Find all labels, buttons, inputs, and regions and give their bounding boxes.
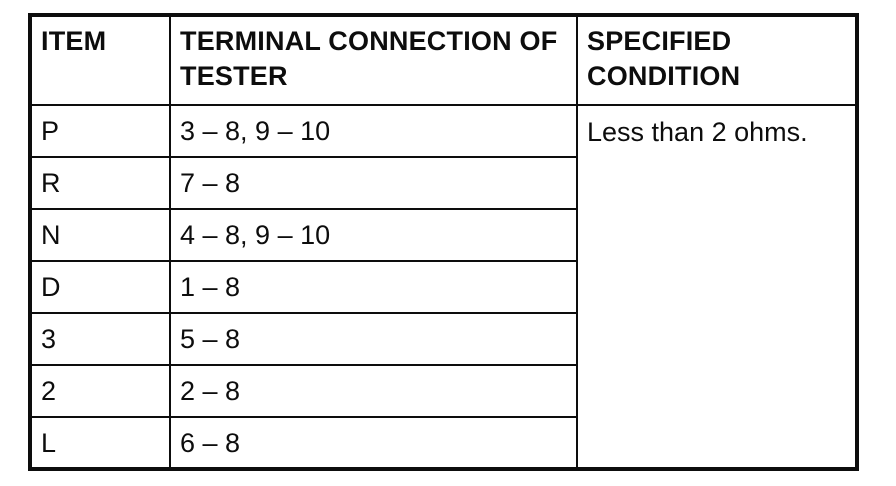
terminal-inspection-table: ITEM TERMINAL CONNECTION OF TESTER SPECI… (28, 13, 859, 471)
connection-cell: 2 – 8 (169, 364, 578, 418)
item-cell: P (29, 104, 171, 158)
item-cell: L (29, 416, 171, 470)
connection-cell: 6 – 8 (169, 416, 578, 470)
header-specified-condition: SPECIFIED CONDITION (576, 14, 858, 106)
connection-cell: 7 – 8 (169, 156, 578, 210)
header-terminal-connection: TERMINAL CONNECTION OF TESTER (169, 14, 578, 106)
table-row: P 3 – 8, 9 – 10 Less than 2 ohms. (29, 104, 858, 470)
item-cell: D (29, 260, 171, 314)
table-body: P 3 – 8, 9 – 10 Less than 2 ohms. R 7 – … (29, 104, 858, 470)
item-cell: 3 (29, 312, 171, 366)
table-row: R 7 – 8 (29, 156, 857, 210)
connection-cell: 3 – 8, 9 – 10 (169, 104, 578, 158)
table-header: ITEM TERMINAL CONNECTION OF TESTER SPECI… (29, 14, 858, 106)
item-cell: R (29, 156, 171, 210)
item-cell: 2 (29, 364, 171, 418)
table-row: D 1 – 8 (29, 260, 857, 314)
specified-condition-cell: Less than 2 ohms. (576, 104, 858, 470)
connection-cell: 1 – 8 (169, 260, 578, 314)
header-item: ITEM (29, 14, 171, 106)
connection-cell: 5 – 8 (169, 312, 578, 366)
table-row: 2 2 – 8 (29, 364, 857, 418)
header-row: ITEM TERMINAL CONNECTION OF TESTER SPECI… (29, 14, 858, 106)
table-row: 3 5 – 8 (29, 312, 857, 366)
table-row: N 4 – 8, 9 – 10 (29, 208, 857, 262)
item-cell: N (29, 208, 171, 262)
table-row: L 6 – 8 (29, 416, 857, 470)
connection-cell: 4 – 8, 9 – 10 (169, 208, 578, 262)
